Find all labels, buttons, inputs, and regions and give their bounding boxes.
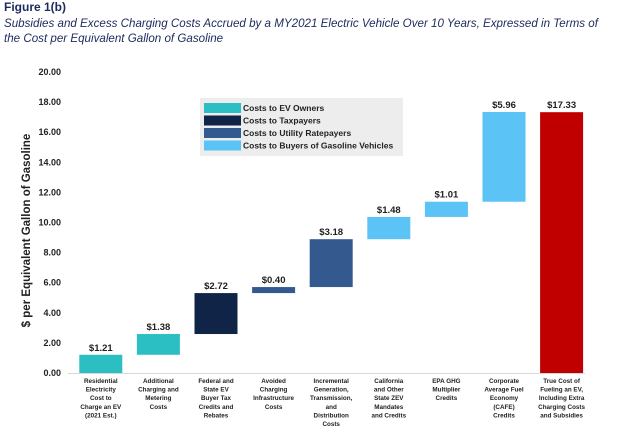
- category-label: True Cost of Fueling an EV, Including Extr…: [538, 378, 585, 419]
- bar-value-label: $2.72: [204, 281, 228, 292]
- figure-label: Figure 1(b): [4, 0, 66, 14]
- legend-swatch: [204, 115, 241, 126]
- category-label: Residential Electricity Cost to Charge an E…: [80, 378, 122, 419]
- y-tick-label: 10.00: [38, 218, 61, 228]
- y-tick-label: 6.00: [43, 278, 61, 288]
- bar-value-label: $17.33: [547, 100, 576, 111]
- legend-swatch: [204, 140, 241, 151]
- bars: $1.21 Residential Electricity Cost to Charge…: [79, 100, 586, 428]
- bar-value-label: $5.96: [492, 100, 516, 111]
- bar-value-label: $1.38: [147, 322, 171, 333]
- category-label: Incremental Generation, Transmission, and Di…: [310, 378, 353, 428]
- category-label: EPA GHG Multiplier Credits: [432, 378, 461, 402]
- bar: [136, 334, 180, 355]
- legend-label: Costs to EV Owners: [243, 103, 325, 113]
- category-label: Federal and State EV Buyer Tax Credits and R…: [198, 378, 233, 419]
- legend-swatch: [204, 103, 241, 113]
- category-label: California and Other State ZEV Mandates and …: [371, 378, 406, 419]
- bar-value-label: $1.48: [377, 205, 401, 216]
- legend-label: Costs to Taxpayers: [243, 116, 321, 126]
- y-tick-label: 14.00: [38, 157, 61, 167]
- bar-value-label: $3.18: [319, 227, 343, 238]
- legend-label: Costs to Utility Ratepayers: [243, 128, 351, 138]
- bar-value-label: $1.01: [435, 190, 459, 201]
- figure-caption: Subsidies and Excess Charging Costs Accr…: [4, 17, 598, 45]
- bar: [194, 293, 238, 335]
- bar: [79, 354, 123, 373]
- y-tick-label: 16.00: [38, 127, 61, 137]
- y-tick-label: 18.00: [38, 97, 61, 107]
- category-label: Additional Charging and Metering Costs: [138, 378, 179, 411]
- bar: [252, 287, 296, 294]
- legend: Costs to EV Owners Costs to Taxpayers Cost…: [200, 98, 403, 156]
- legend-label: Costs to Buyers of Gasoline Vehicles: [243, 141, 393, 151]
- y-tick-label: 0.00: [43, 368, 61, 378]
- bar: [424, 201, 468, 217]
- category-label: Avoided Charging Infrastructure Costs: [253, 378, 294, 411]
- y-tick-label: 8.00: [43, 248, 61, 258]
- bar: [367, 216, 411, 240]
- y-tick-label: 12.00: [38, 187, 61, 197]
- y-tick-label: 20.00: [38, 67, 61, 77]
- bar: [482, 112, 526, 202]
- y-tick-label: 4.00: [43, 308, 61, 318]
- legend-swatch: [204, 128, 241, 138]
- bar-value-label: $1.21: [89, 343, 113, 354]
- bar: [309, 239, 353, 288]
- category-label: Corporate Average Fuel Economy (CAFE) Credit…: [484, 378, 524, 419]
- bar-value-label: $0.40: [262, 275, 286, 286]
- y-axis-label: $ per Equivalent Gallon of Gasoline: [21, 134, 33, 328]
- y-axis: 0.00 2.00 4.00 6.00 8.00 10.00 12.00 14.00 16.00…: [21, 67, 585, 378]
- bar: [540, 112, 584, 373]
- y-tick-label: 2.00: [43, 338, 61, 348]
